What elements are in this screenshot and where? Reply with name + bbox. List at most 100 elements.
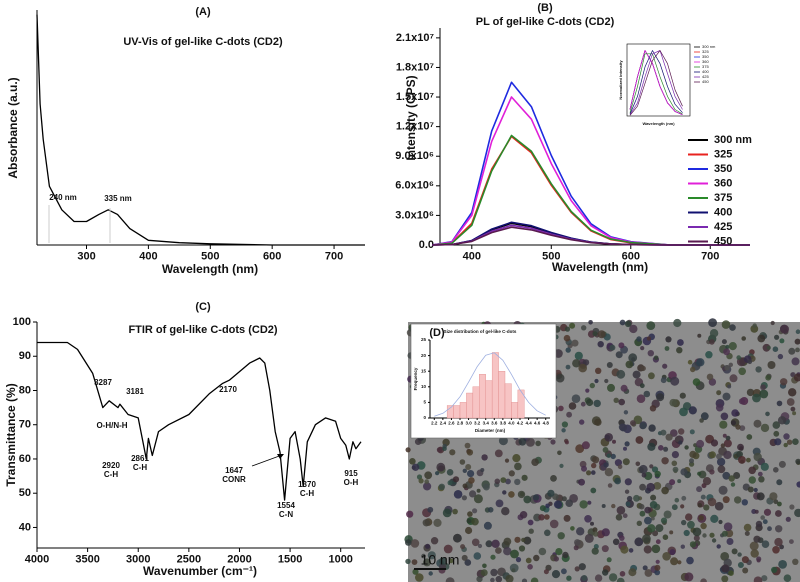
annotation: C-H xyxy=(104,470,118,479)
particle xyxy=(654,569,661,576)
particle xyxy=(592,527,598,533)
particle xyxy=(530,577,539,582)
histogram-bar xyxy=(479,374,486,419)
particle xyxy=(561,421,569,428)
histogram-bar xyxy=(485,380,493,419)
chart-title: UV-Vis of gel-like C-dots (CD2) xyxy=(123,36,283,48)
particle xyxy=(755,520,763,528)
particle xyxy=(663,510,672,519)
particle xyxy=(775,525,783,533)
particle xyxy=(569,322,576,329)
particle xyxy=(794,508,800,518)
particle xyxy=(778,560,787,569)
particle xyxy=(644,471,653,481)
particle xyxy=(566,411,572,418)
inset-line xyxy=(629,50,683,116)
histogram-bar xyxy=(517,389,525,419)
particle xyxy=(550,439,556,445)
particle xyxy=(462,483,468,489)
particle xyxy=(423,482,432,491)
particle xyxy=(611,503,616,509)
inset-line xyxy=(629,50,683,115)
particle xyxy=(689,429,695,435)
particle xyxy=(774,438,782,446)
particle xyxy=(766,345,771,350)
particle xyxy=(533,494,540,501)
particle xyxy=(711,538,717,543)
particle xyxy=(424,479,430,484)
x-tick-label: 3.2 xyxy=(474,420,481,425)
particle xyxy=(472,508,478,514)
particle xyxy=(750,549,759,558)
annotation: C-H xyxy=(300,489,314,498)
particle xyxy=(612,538,620,546)
legend-label: 375 xyxy=(714,192,732,204)
particle xyxy=(602,569,609,576)
particle xyxy=(604,433,613,442)
particle xyxy=(654,564,661,571)
particle xyxy=(476,576,483,582)
particle xyxy=(566,575,572,581)
particle xyxy=(505,478,511,485)
particle xyxy=(405,558,411,565)
x-axis-label: Wavenumber (cm⁻¹) xyxy=(143,564,257,578)
particle xyxy=(661,486,669,495)
particle xyxy=(692,378,701,386)
particle xyxy=(490,568,498,577)
y-tick-label: 25 xyxy=(421,337,427,342)
particle xyxy=(773,499,779,505)
x-tick-label: 2.2 xyxy=(431,420,438,425)
particle xyxy=(625,360,634,369)
particle xyxy=(648,372,655,380)
particle xyxy=(495,499,504,508)
particle xyxy=(716,453,722,460)
y-tick-label: 0.0 xyxy=(419,239,434,251)
pl-line xyxy=(432,135,750,246)
particle xyxy=(649,464,654,469)
particle xyxy=(674,497,680,503)
particle xyxy=(700,494,706,500)
inset-title: Size distribution of gel-like C-dots xyxy=(444,329,517,334)
particle xyxy=(703,504,710,511)
particle xyxy=(591,462,597,469)
particle xyxy=(604,378,609,384)
chart-title: PL of gel-like C-dots (CD2) xyxy=(476,16,615,28)
particle xyxy=(436,462,446,472)
particle xyxy=(728,342,737,351)
particle xyxy=(593,399,601,408)
particle xyxy=(571,394,581,404)
particle xyxy=(655,524,664,533)
y-tick-label: 15 xyxy=(421,368,427,373)
panel-label: (B) xyxy=(537,2,553,14)
y-tick-label: 90 xyxy=(19,350,31,362)
particle xyxy=(517,490,526,499)
particle xyxy=(660,429,667,436)
particle xyxy=(602,447,609,453)
x-tick-label: 700 xyxy=(325,251,343,263)
particle xyxy=(741,499,748,506)
particle xyxy=(551,570,561,579)
particle xyxy=(416,474,423,480)
panel-label: (D) xyxy=(429,327,445,339)
particle xyxy=(650,516,655,521)
particle xyxy=(570,526,575,531)
particle xyxy=(612,439,616,444)
particle xyxy=(762,519,768,525)
particle xyxy=(568,402,577,410)
particle xyxy=(737,562,744,568)
particle xyxy=(469,490,477,498)
particle xyxy=(686,556,694,565)
particle xyxy=(738,398,746,405)
particle xyxy=(538,514,545,521)
particle xyxy=(619,423,628,432)
particle xyxy=(632,370,641,379)
histogram-bar xyxy=(466,392,474,419)
particle xyxy=(619,319,626,326)
legend-label: 325 xyxy=(714,148,732,160)
particle xyxy=(494,449,503,458)
x-tick-label: 4.6 xyxy=(534,420,541,425)
particle xyxy=(702,477,712,486)
particle xyxy=(650,494,657,501)
particle xyxy=(778,460,786,468)
particle xyxy=(680,544,685,549)
